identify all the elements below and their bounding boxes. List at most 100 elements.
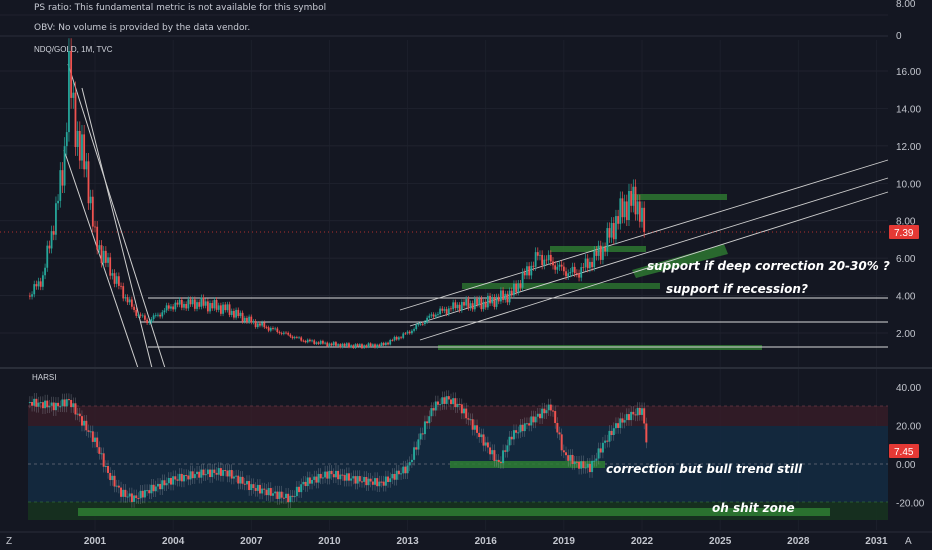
- price-candle: [44, 267, 46, 276]
- price-candle: [48, 245, 51, 249]
- harsi-candle: [552, 410, 555, 412]
- price-y-tick: 2.00: [896, 329, 916, 340]
- harsi-candle: [439, 404, 442, 406]
- recession-support-zone: [462, 283, 660, 289]
- price-candle: [562, 266, 565, 272]
- harsi-candle: [117, 485, 120, 488]
- price-candle: [419, 323, 422, 325]
- harsi-candle: [493, 450, 496, 461]
- price-candle: [98, 245, 101, 250]
- harsi-candle: [278, 491, 281, 499]
- harsi-candle: [213, 469, 216, 473]
- price-candle: [137, 314, 140, 316]
- overbought-band: [28, 406, 888, 426]
- price-candle: [406, 331, 409, 334]
- harsi-candle: [313, 476, 316, 480]
- harsi-last-tag: [889, 444, 919, 458]
- harsi-candle: [565, 452, 568, 456]
- harsi-candle: [541, 408, 544, 419]
- harsi-candle: [460, 404, 463, 414]
- price-y-tick: 6.00: [896, 254, 916, 265]
- price-candle: [330, 343, 333, 346]
- harsi-candle: [473, 425, 476, 430]
- price-candle: [159, 314, 162, 317]
- annotation-bull-trend: correction but bull trend still: [606, 462, 803, 476]
- harsi-candle: [358, 476, 361, 482]
- harsi-candle: [146, 490, 149, 492]
- harsi-candle: [580, 461, 583, 469]
- price-candle: [517, 283, 520, 293]
- price-candle: [215, 299, 218, 310]
- harsi-candle: [243, 483, 246, 485]
- harsi-candle: [91, 431, 94, 442]
- price-candle: [295, 337, 298, 338]
- harsi-candle: [417, 439, 420, 450]
- harsi-candle: [122, 489, 125, 497]
- harsi-candle: [532, 416, 535, 423]
- price-candle: [335, 342, 337, 346]
- harsi-candle: [120, 487, 123, 497]
- price-candle: [311, 340, 313, 342]
- ps-ratio-note: PS ratio: This fundamental metric is not…: [34, 3, 327, 13]
- harsi-candle: [254, 488, 257, 491]
- harsi-candle: [341, 474, 344, 476]
- price-candle: [617, 216, 620, 224]
- price-candle: [545, 259, 548, 261]
- harsi-candle: [562, 450, 565, 453]
- harsi-candle: [52, 402, 55, 411]
- harsi-candle: [476, 425, 479, 433]
- harsi-candle: [44, 400, 47, 409]
- time-axis: 2001 2004 2007 2010 2013 2016 2019 2022 2025 2028…: [84, 536, 888, 547]
- price-candle: [289, 334, 292, 337]
- zoom-icon[interactable]: Z: [6, 536, 12, 547]
- price-candle: [107, 257, 109, 263]
- harsi-candle: [404, 466, 407, 474]
- price-candle: [68, 51, 70, 133]
- price-candle: [178, 299, 181, 305]
- harsi-candle: [126, 496, 129, 498]
- harsi-candle: [154, 486, 157, 492]
- harsi-candle: [189, 471, 192, 480]
- price-candle: [552, 261, 554, 266]
- price-candle: [428, 315, 431, 318]
- harsi-candle: [367, 478, 370, 486]
- price-candle: [434, 314, 437, 317]
- price-candle: [326, 342, 329, 347]
- harsi-candle: [449, 399, 452, 405]
- harsi-grid: 40.00 20.00 0.00 -20.00: [896, 383, 925, 510]
- harsi-candle: [187, 475, 190, 480]
- harsi-candle: [267, 488, 270, 496]
- price-candle: [239, 312, 242, 317]
- harsi-candle: [423, 421, 426, 435]
- price-candle: [81, 134, 83, 161]
- harsi-candle: [258, 484, 261, 494]
- price-candle: [152, 315, 155, 320]
- x-tick-label: 2001: [84, 536, 107, 547]
- price-candle: [83, 134, 86, 170]
- price-candle: [530, 265, 533, 276]
- x-tick-label: 2025: [709, 536, 732, 547]
- harsi-candle: [65, 399, 68, 407]
- price-candle: [52, 231, 55, 235]
- price-candle: [395, 336, 398, 340]
- harsi-candle: [28, 401, 31, 403]
- auto-scale-icon[interactable]: A: [905, 536, 912, 547]
- price-candle: [567, 273, 570, 277]
- price-candle: [57, 200, 59, 204]
- price-candle: [491, 297, 494, 304]
- price-candle: [89, 196, 92, 204]
- price-candle: [161, 312, 164, 317]
- harsi-candle: [515, 430, 518, 433]
- harsi-candle: [627, 414, 630, 421]
- price-candle: [615, 216, 617, 240]
- price-candle: [515, 283, 518, 293]
- harsi-candle: [499, 462, 502, 464]
- price-candle: [348, 343, 350, 348]
- harsi-candle: [209, 469, 212, 478]
- harsi-candle: [332, 474, 335, 478]
- harsi-candle: [293, 496, 296, 498]
- price-candle: [400, 337, 402, 339]
- price-candle: [324, 342, 326, 344]
- price-candle: [243, 317, 246, 322]
